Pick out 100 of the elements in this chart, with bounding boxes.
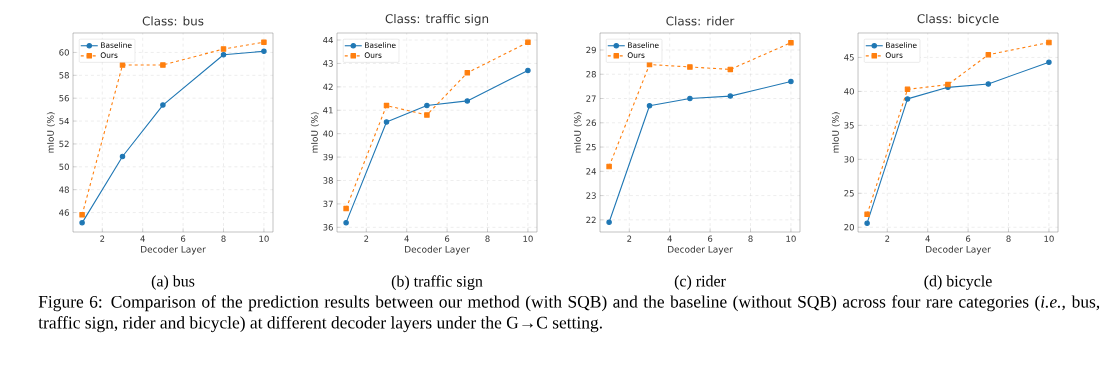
- y-axis-title: mIoU (%): [46, 112, 55, 153]
- point: [606, 219, 612, 226]
- point: [727, 93, 734, 99]
- point: [160, 62, 166, 68]
- y-tick-label: 56: [59, 94, 69, 102]
- y-tick-label: 43: [323, 60, 333, 67]
- point: [1046, 39, 1052, 46]
- y-tick-label: 23: [586, 192, 596, 199]
- x-tick-label: 2: [627, 235, 632, 242]
- x-axis-title: Decoder Layer: [405, 245, 470, 255]
- y-tick-label: 25: [586, 143, 596, 151]
- x-tick-label: 2: [100, 235, 105, 242]
- x-tick-label: 8: [748, 235, 753, 242]
- x-tick-label: 6: [966, 235, 971, 242]
- point: [261, 39, 267, 45]
- point: [1046, 59, 1052, 65]
- x-axis-title: Decoder Layer: [926, 245, 991, 255]
- x-tick-label: 8: [1006, 235, 1011, 242]
- text: (a) bus: [151, 275, 195, 290]
- x-tick-label: 2: [885, 235, 890, 242]
- point: [464, 98, 471, 104]
- point: [119, 153, 126, 160]
- y-tick-label: 30: [844, 156, 854, 163]
- y-tick-label: 40: [323, 130, 333, 137]
- point: [261, 48, 267, 55]
- point: [687, 95, 693, 102]
- point: [864, 220, 870, 226]
- text: (b) traffic sign: [391, 275, 483, 290]
- x-tick-label: 4: [140, 235, 145, 242]
- point: [383, 119, 390, 125]
- y-tick-label: 60: [59, 49, 69, 56]
- y-tick-label: 29: [586, 46, 596, 54]
- point: [788, 78, 794, 85]
- x-axis-title: Decoder Layer: [141, 245, 206, 255]
- point: [343, 205, 349, 212]
- y-tick-label: 41: [323, 107, 333, 114]
- point: [727, 66, 734, 73]
- x-tick-label: 4: [667, 235, 672, 242]
- y-tick-label: 46: [59, 209, 69, 216]
- x-tick-label: 4: [404, 235, 409, 242]
- y-tick-label: 40: [844, 88, 854, 95]
- chart-title: Class: traffic sign: [385, 13, 489, 26]
- x-tick-label: 10: [786, 235, 796, 242]
- chart-title: Class: bus: [142, 16, 204, 26]
- y-tick-label: 38: [323, 177, 333, 184]
- y-tick-label: 22: [586, 216, 596, 224]
- y-tick-label: 28: [586, 71, 596, 78]
- point: [424, 112, 430, 118]
- y-axis-title: mIoU (%): [831, 112, 840, 153]
- point: [864, 211, 870, 218]
- point: [160, 102, 166, 108]
- y-tick-label: 20: [844, 224, 854, 231]
- y-tick-label: 39: [323, 153, 333, 161]
- y-tick-label: 50: [59, 163, 69, 171]
- point: [220, 51, 227, 58]
- y-tick-label: 44: [323, 36, 334, 44]
- y-axis-title: mIoU (%): [573, 112, 582, 153]
- x-tick-label: 2: [364, 235, 369, 242]
- point: [343, 219, 349, 226]
- point: [464, 70, 471, 76]
- x-tick-label: 10: [259, 235, 269, 242]
- y-tick-label: 54: [59, 117, 69, 125]
- x-tick-label: 10: [523, 235, 533, 242]
- y-tick-label: 26: [586, 119, 596, 126]
- point: [646, 103, 653, 109]
- text: Figure 6: Comparison of the prediction results between our method (with SQB) and the baseline (without SQB) across four rare categories (i.e., bus, traffic sign, rider and bicycle) at different decoder layers under the G→C setting.: [38, 295, 1100, 333]
- y-tick-label: 36: [323, 224, 333, 231]
- point: [220, 46, 227, 52]
- point: [904, 96, 911, 102]
- text: (c) rider: [674, 275, 726, 290]
- text: (d) bicycle: [924, 275, 992, 290]
- point: [79, 212, 85, 218]
- chart-title: Class: rider: [666, 16, 735, 26]
- point: [525, 67, 531, 74]
- x-tick-label: 6: [445, 235, 450, 242]
- y-tick-label: 45: [844, 54, 854, 61]
- y-tick-label: 27: [586, 95, 596, 102]
- y-axis-title: mIoU (%): [310, 112, 319, 153]
- x-tick-label: 8: [221, 235, 226, 242]
- point: [985, 81, 992, 87]
- y-tick-label: 42: [323, 83, 333, 90]
- x-axis-title: Decoder Layer: [668, 245, 733, 255]
- point: [79, 220, 85, 226]
- y-tick-label: 24: [586, 168, 597, 175]
- x-tick-label: 4: [925, 235, 930, 242]
- y-tick-label: 52: [59, 140, 69, 148]
- point: [424, 102, 430, 109]
- x-tick-label: 6: [708, 235, 713, 242]
- point: [687, 64, 693, 70]
- chart-title: Class: bicycle: [917, 13, 999, 26]
- point: [985, 51, 992, 58]
- y-tick-label: 35: [844, 122, 854, 129]
- y-tick-label: 25: [844, 190, 854, 197]
- x-tick-label: 6: [181, 235, 186, 242]
- y-tick-label: 48: [59, 186, 69, 193]
- x-tick-label: 10: [1044, 235, 1054, 242]
- y-tick-label: 37: [323, 200, 333, 208]
- point: [788, 39, 794, 46]
- point: [525, 39, 531, 46]
- x-tick-label: 8: [485, 235, 490, 242]
